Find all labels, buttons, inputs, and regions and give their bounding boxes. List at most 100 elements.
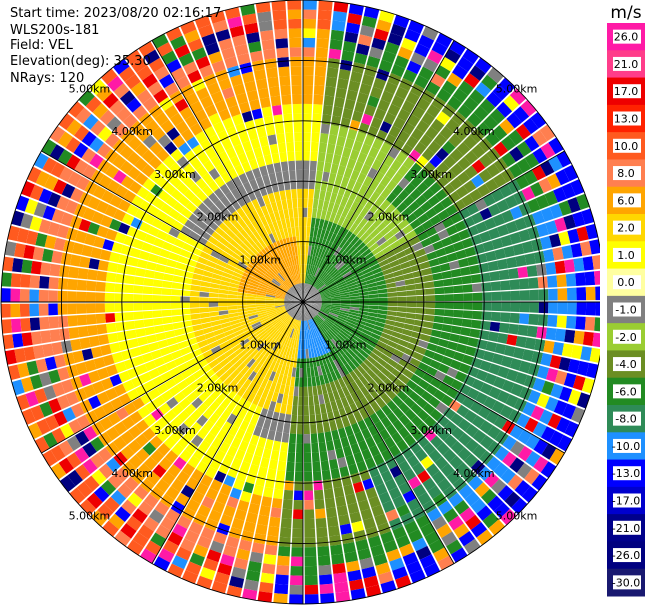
gate-cell xyxy=(503,345,516,357)
gate-cell xyxy=(195,482,209,496)
gate-cell xyxy=(330,400,338,412)
gate-cell xyxy=(175,75,191,90)
range-ring-label: 3.00km xyxy=(410,168,452,181)
gate-cell xyxy=(109,218,122,231)
gate-cell xyxy=(349,370,359,381)
gate-cell xyxy=(274,382,282,394)
gate-cell xyxy=(308,319,314,329)
gate-cell xyxy=(435,147,449,161)
gate-cell xyxy=(189,170,202,183)
gate-cell xyxy=(335,398,344,410)
gate-cell xyxy=(1,288,11,302)
gate-cell xyxy=(239,281,250,288)
gate-cell xyxy=(540,160,555,177)
gate-cell xyxy=(486,163,501,178)
gate-cell xyxy=(147,81,163,96)
gate-cell xyxy=(555,169,570,186)
gate-cell xyxy=(84,475,100,492)
gate-cell xyxy=(300,302,303,312)
gate-cell xyxy=(395,344,407,353)
gate-cell xyxy=(200,95,214,109)
gate-cell xyxy=(304,528,316,538)
gate-cell xyxy=(384,478,398,492)
gate-cell xyxy=(282,314,290,323)
gate-cell xyxy=(343,484,355,496)
gate-cell xyxy=(316,38,329,49)
gate-cell xyxy=(318,270,325,279)
gate-cell xyxy=(339,59,353,71)
gate-cell xyxy=(326,231,334,242)
gate-cell xyxy=(285,295,295,300)
gate-cell xyxy=(334,174,344,186)
gate-cell xyxy=(388,486,402,500)
gate-cell xyxy=(79,399,93,414)
colorbar-label: 26.0 xyxy=(614,31,639,44)
gate-cell xyxy=(365,393,376,405)
gate-cell xyxy=(312,337,318,348)
gate-cell xyxy=(180,225,192,236)
gate-cell xyxy=(209,457,222,471)
gate-cell xyxy=(157,190,171,203)
gate-cell xyxy=(249,282,259,288)
gate-cell xyxy=(314,257,320,267)
gate-cell xyxy=(482,292,492,301)
gate-cell xyxy=(148,341,160,352)
gate-cell xyxy=(303,302,313,304)
gate-cell xyxy=(572,211,586,228)
gate-cell xyxy=(257,365,266,376)
gate-cell xyxy=(313,227,319,238)
gate-cell xyxy=(294,319,299,330)
gate-cell xyxy=(260,226,269,237)
gate-cell xyxy=(352,343,362,353)
gate-cell xyxy=(296,310,301,320)
gate-cell xyxy=(404,182,416,195)
gate-cell xyxy=(572,375,586,391)
gate-cell xyxy=(358,335,369,343)
gate-cell xyxy=(595,302,600,316)
gate-cell xyxy=(191,47,207,61)
gate-cell xyxy=(339,523,353,535)
gate-cell xyxy=(150,245,162,256)
gate-cell xyxy=(426,342,438,352)
gate-cell xyxy=(323,320,332,329)
gate-cell xyxy=(310,141,319,152)
gate-cell xyxy=(284,304,294,307)
gate-cell xyxy=(386,179,398,192)
gate-cell xyxy=(303,396,309,406)
gate-cell xyxy=(327,201,335,213)
gate-cell xyxy=(197,152,210,165)
gate-cell xyxy=(283,258,290,268)
gate-cell xyxy=(215,163,227,176)
gate-cell xyxy=(199,251,211,260)
gate-cell xyxy=(523,117,539,135)
gate-cell xyxy=(380,142,392,155)
gate-cell xyxy=(387,292,398,298)
gate-cell xyxy=(92,381,105,395)
gate-cell xyxy=(262,276,272,284)
gate-cell xyxy=(470,459,486,475)
gate-cell xyxy=(353,272,364,279)
gate-cell xyxy=(70,376,83,390)
gate-cell xyxy=(264,246,272,257)
gate-cell xyxy=(350,302,360,305)
gate-cell xyxy=(121,460,137,476)
gate-cell xyxy=(34,436,50,453)
gate-cell xyxy=(354,254,364,263)
gate-cell xyxy=(548,302,558,314)
gate-cell xyxy=(310,348,315,358)
gate-cell xyxy=(281,219,287,230)
gate-cell xyxy=(470,319,482,329)
gate-cell xyxy=(184,29,200,44)
gate-cell xyxy=(104,132,120,148)
gate-cell xyxy=(373,28,389,42)
gate-cell xyxy=(317,199,324,210)
gate-cell xyxy=(278,451,288,462)
gate-cell xyxy=(565,315,577,329)
gate-cell xyxy=(316,228,323,239)
gate-cell xyxy=(227,466,239,479)
gate-cell xyxy=(218,302,228,307)
gate-cell xyxy=(285,404,293,415)
gate-cell xyxy=(421,219,434,231)
gate-cell xyxy=(153,65,170,81)
gate-cell xyxy=(448,492,464,508)
